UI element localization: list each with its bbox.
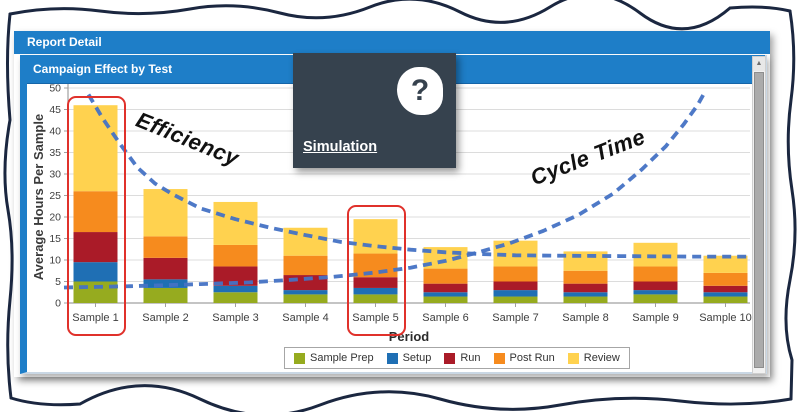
legend-swatch	[493, 352, 505, 364]
question-mark-icon: ?	[397, 67, 443, 115]
legend-label: Post Run	[509, 352, 555, 364]
legend-swatch	[567, 352, 579, 364]
legend-swatch	[386, 352, 398, 364]
legend-swatch	[444, 352, 456, 364]
x-axis-title: Period	[388, 329, 430, 344]
legend-label: Setup	[402, 352, 432, 364]
simulation-tile[interactable]: ? Simulation	[293, 53, 456, 168]
legend-label: Review	[583, 352, 620, 364]
legend-label: Sample Prep	[310, 352, 374, 364]
window-title-bar: Report Detail	[14, 31, 770, 54]
chevron-up-icon: ▲	[755, 60, 763, 67]
scrollbar-thumb[interactable]	[754, 72, 764, 368]
legend-label: Run	[460, 352, 481, 364]
scroll-up-button[interactable]: ▲	[753, 57, 765, 71]
legend-item-run: Run	[444, 352, 481, 364]
panel-title: Campaign Effect by Test	[33, 62, 173, 76]
legend-item-setup: Setup	[386, 352, 432, 364]
legend-item-post-run: Post Run	[493, 352, 555, 364]
window-title: Report Detail	[27, 35, 102, 49]
simulation-link[interactable]: Simulation	[303, 139, 378, 155]
legend-item-sample-prep: Sample Prep	[294, 352, 374, 364]
y-axis-title: Average Hours Per Sample	[31, 113, 46, 281]
legend-item-review: Review	[567, 352, 620, 364]
legend-swatch	[294, 352, 305, 364]
scrollbar-track[interactable]: ▲	[752, 56, 766, 374]
chart-legend: Sample Prep Setup Run Post Run Review	[284, 347, 630, 369]
